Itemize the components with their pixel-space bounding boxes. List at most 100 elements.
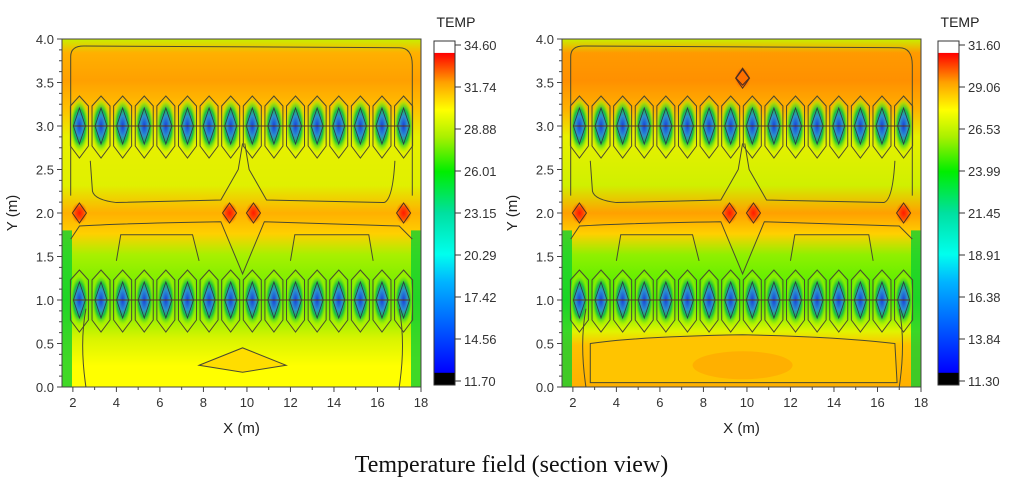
contour-line [72, 106, 86, 146]
y-tick-label: 4.0 [36, 32, 54, 47]
y-tick-label: 3.5 [36, 76, 54, 91]
contour-line [634, 95, 654, 159]
hot-spot [735, 68, 750, 86]
colorbar-gradient [433, 40, 456, 386]
contour-line [895, 202, 912, 224]
colorbar-tick-label: 34.60 [464, 38, 497, 53]
contour-line [807, 95, 827, 159]
colorbar-tick-label: 23.15 [464, 206, 497, 221]
colorbar-title: TEMP [941, 14, 980, 30]
contour-line [570, 45, 913, 196]
contour-line [897, 106, 911, 146]
contour-line [721, 202, 738, 224]
contour-line [267, 106, 281, 146]
colorbar-tick-label: 11.30 [968, 374, 1000, 389]
colorbar-title: TEMP [437, 14, 476, 30]
contour-line [875, 280, 889, 320]
contour-line [264, 269, 284, 333]
contour-line [372, 95, 392, 159]
colorbar: TEMP 31.60 29.06 26.53 23.99 21.45 18.91 16.38 1… [937, 14, 1001, 389]
contour-line [681, 280, 694, 320]
colorbar-tick-label: 26.01 [464, 164, 497, 179]
contour-line [310, 106, 324, 146]
contour-line [699, 95, 719, 159]
x-tick-label: 14 [327, 395, 341, 410]
contour-line [329, 269, 349, 333]
y-tick-label: 1.0 [536, 293, 554, 308]
contour-line [872, 95, 892, 159]
y-tick-label: 1.0 [36, 293, 54, 308]
contour-line [832, 280, 846, 320]
contour-line [656, 269, 676, 333]
contour-line [181, 280, 194, 320]
hot-spot [571, 202, 588, 224]
contour-line [637, 280, 651, 320]
contour-line [116, 106, 130, 146]
colorbar-tick-label: 17.42 [464, 290, 497, 305]
contour-line [289, 280, 302, 320]
contour-line [615, 234, 874, 261]
hot-spot [721, 202, 738, 224]
contour-line [613, 95, 633, 159]
contour-line [245, 202, 262, 224]
contour-line [589, 143, 744, 204]
contour-line [91, 269, 111, 333]
contour-line [832, 106, 846, 146]
contour-line [177, 269, 197, 333]
colorbar-tick-label: 16.38 [968, 290, 1001, 305]
contour-line [199, 269, 219, 333]
contour-line [70, 221, 413, 276]
contour-line [137, 280, 151, 320]
contour-line [807, 269, 827, 333]
contour-line [286, 269, 306, 333]
contour-line [134, 269, 154, 333]
contour-line [221, 202, 238, 224]
contour-line [89, 143, 244, 204]
contour-line [721, 95, 741, 159]
contour-line [116, 280, 130, 320]
colorbar-tick-label: 11.70 [464, 374, 496, 389]
contour-line [242, 269, 262, 333]
y-tick-label: 3.5 [536, 76, 554, 91]
warm-core [692, 351, 793, 380]
contour-line [94, 280, 108, 320]
contour-line [789, 280, 802, 320]
contour-line [767, 280, 781, 320]
x-tick-label: 10 [240, 395, 254, 410]
contour-line [156, 95, 176, 159]
contour-line [353, 106, 367, 146]
contour-line [637, 106, 651, 146]
colorbar-tick-label: 26.53 [968, 122, 1001, 137]
x-tick-label: 16 [370, 395, 384, 410]
x-tick-label: 18 [414, 395, 428, 410]
contour-line [721, 269, 741, 333]
x-tick-label: 4 [113, 395, 120, 410]
contour-line [71, 202, 88, 224]
contour-line [394, 269, 414, 333]
contour-line [397, 280, 411, 320]
y-tick-label: 0.0 [536, 380, 554, 395]
contour-line [591, 95, 611, 159]
y-axis-title: Y (m) [504, 195, 521, 231]
x-tick-label: 14 [827, 395, 841, 410]
contour-line [764, 269, 784, 333]
contour-line [681, 106, 694, 146]
contour-line [724, 280, 738, 320]
contour-line [289, 106, 302, 146]
colorbar-tick-label: 29.06 [968, 80, 1001, 95]
contour-line [329, 95, 349, 159]
x-tick-label: 8 [200, 395, 207, 410]
hot-spot [895, 202, 912, 224]
chart-panel-1: 2 4 6 8 10 12 14 16 18 0.0 0.5 1.0 1.5 2.0 2.5 3.0 3.5 4.… [4, 14, 497, 437]
y-tick-label: 0.5 [36, 337, 54, 352]
contour-line [395, 202, 412, 224]
contour-line [82, 308, 403, 387]
x-tick-label: 2 [69, 395, 76, 410]
contour-line [372, 269, 392, 333]
x-tick-label: 6 [156, 395, 163, 410]
contour-line [310, 280, 324, 320]
x-tick-label: 6 [656, 395, 663, 410]
contour-line [659, 106, 673, 146]
hot-spot [745, 202, 762, 224]
contour-line [634, 269, 654, 333]
